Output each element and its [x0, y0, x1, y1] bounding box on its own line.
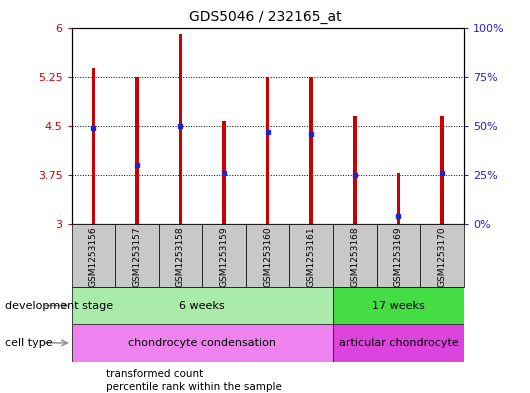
Bar	[179, 34, 182, 224]
Bar	[202, 224, 246, 287]
Text: GSM1253159: GSM1253159	[219, 226, 228, 287]
Text: GDS5046 / 232165_at: GDS5046 / 232165_at	[189, 10, 341, 24]
Bar	[222, 121, 226, 224]
Text: GSM1253170: GSM1253170	[437, 226, 446, 287]
Bar	[333, 287, 464, 324]
Bar	[246, 224, 289, 287]
Bar	[72, 324, 333, 362]
Text: GSM1253168: GSM1253168	[350, 226, 359, 287]
Bar	[333, 324, 464, 362]
Bar	[158, 224, 202, 287]
Text: cell type: cell type	[5, 338, 53, 348]
Text: percentile rank within the sample: percentile rank within the sample	[106, 382, 282, 392]
Bar	[353, 116, 357, 224]
Text: GSM1253158: GSM1253158	[176, 226, 185, 287]
Text: GSM1253156: GSM1253156	[89, 226, 98, 287]
Bar	[115, 224, 158, 287]
Bar	[377, 224, 420, 287]
Text: GSM1253161: GSM1253161	[307, 226, 316, 287]
Text: development stage: development stage	[5, 301, 113, 310]
Text: GSM1253169: GSM1253169	[394, 226, 403, 287]
Text: GSM1253160: GSM1253160	[263, 226, 272, 287]
Text: transformed count: transformed count	[106, 369, 203, 379]
Bar	[333, 224, 377, 287]
Text: chondrocyte condensation: chondrocyte condensation	[128, 338, 276, 348]
Text: 17 weeks: 17 weeks	[372, 301, 425, 310]
Text: GSM1253157: GSM1253157	[132, 226, 142, 287]
Bar	[266, 77, 269, 224]
Text: 6 weeks: 6 weeks	[180, 301, 225, 310]
Bar	[92, 68, 95, 224]
Bar	[72, 224, 115, 287]
Bar	[420, 224, 464, 287]
Bar	[289, 224, 333, 287]
Bar	[396, 173, 400, 224]
Bar	[135, 77, 139, 224]
Bar	[440, 116, 444, 224]
Text: articular chondrocyte: articular chondrocyte	[339, 338, 458, 348]
Bar	[72, 287, 333, 324]
Bar	[310, 77, 313, 224]
